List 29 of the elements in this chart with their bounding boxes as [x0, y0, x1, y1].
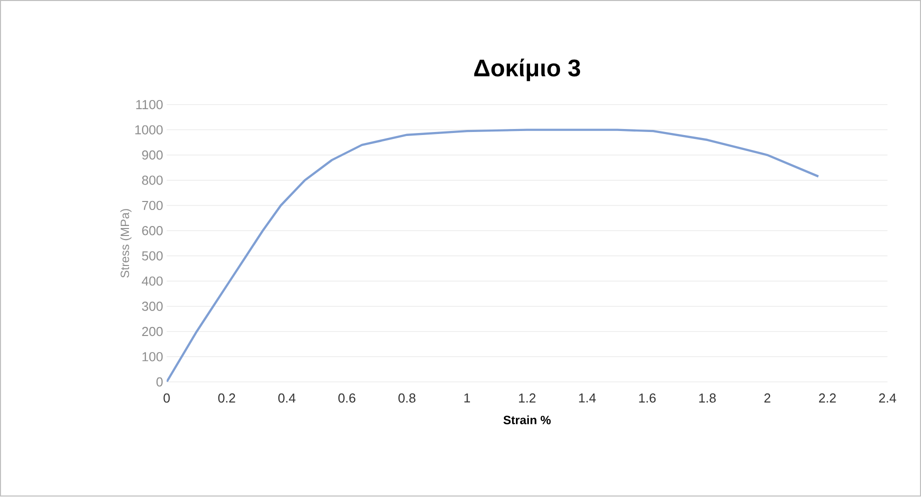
y-tick-label: 1100: [136, 100, 163, 110]
y-tick-label: 200: [142, 327, 163, 336]
y-tick-label: 300: [142, 302, 163, 312]
x-tick-label: 1.6: [639, 394, 656, 403]
x-tick-label: 1.4: [579, 394, 596, 403]
x-tick-label: 0: [164, 394, 170, 403]
x-tick-label: 0.2: [218, 394, 236, 403]
line-series: [166, 128, 820, 382]
y-tick-label: 1000: [135, 125, 163, 135]
y-tick-label: 700: [142, 201, 163, 210]
y-tick-label: 500: [142, 252, 163, 261]
x-axis-title: Strain %: [503, 416, 551, 424]
x-tick-label: 1.8: [699, 394, 716, 403]
y-tick-label: 0: [156, 378, 163, 387]
x-tick-label: 2: [764, 394, 770, 403]
y-tick-label: 100: [142, 352, 163, 362]
x-tick-label: 1: [464, 394, 470, 403]
x-tick-label: 2.2: [819, 394, 836, 403]
x-tick-label: 1.2: [519, 394, 536, 403]
x-tick-label: 2.4: [879, 394, 896, 403]
y-tick-label: 600: [142, 226, 163, 236]
x-tick-label: 0.8: [398, 394, 416, 403]
chart-title: Δοκίμιο 3: [474, 58, 580, 82]
x-tick-label: 0.4: [278, 394, 296, 403]
x-tick-label: 0.6: [338, 394, 356, 403]
y-tick-label: 400: [142, 276, 163, 286]
y-tick-label: 900: [142, 150, 163, 160]
y-tick-label: 800: [142, 176, 163, 186]
y-axis-title: Stress (MPa): [120, 209, 132, 278]
